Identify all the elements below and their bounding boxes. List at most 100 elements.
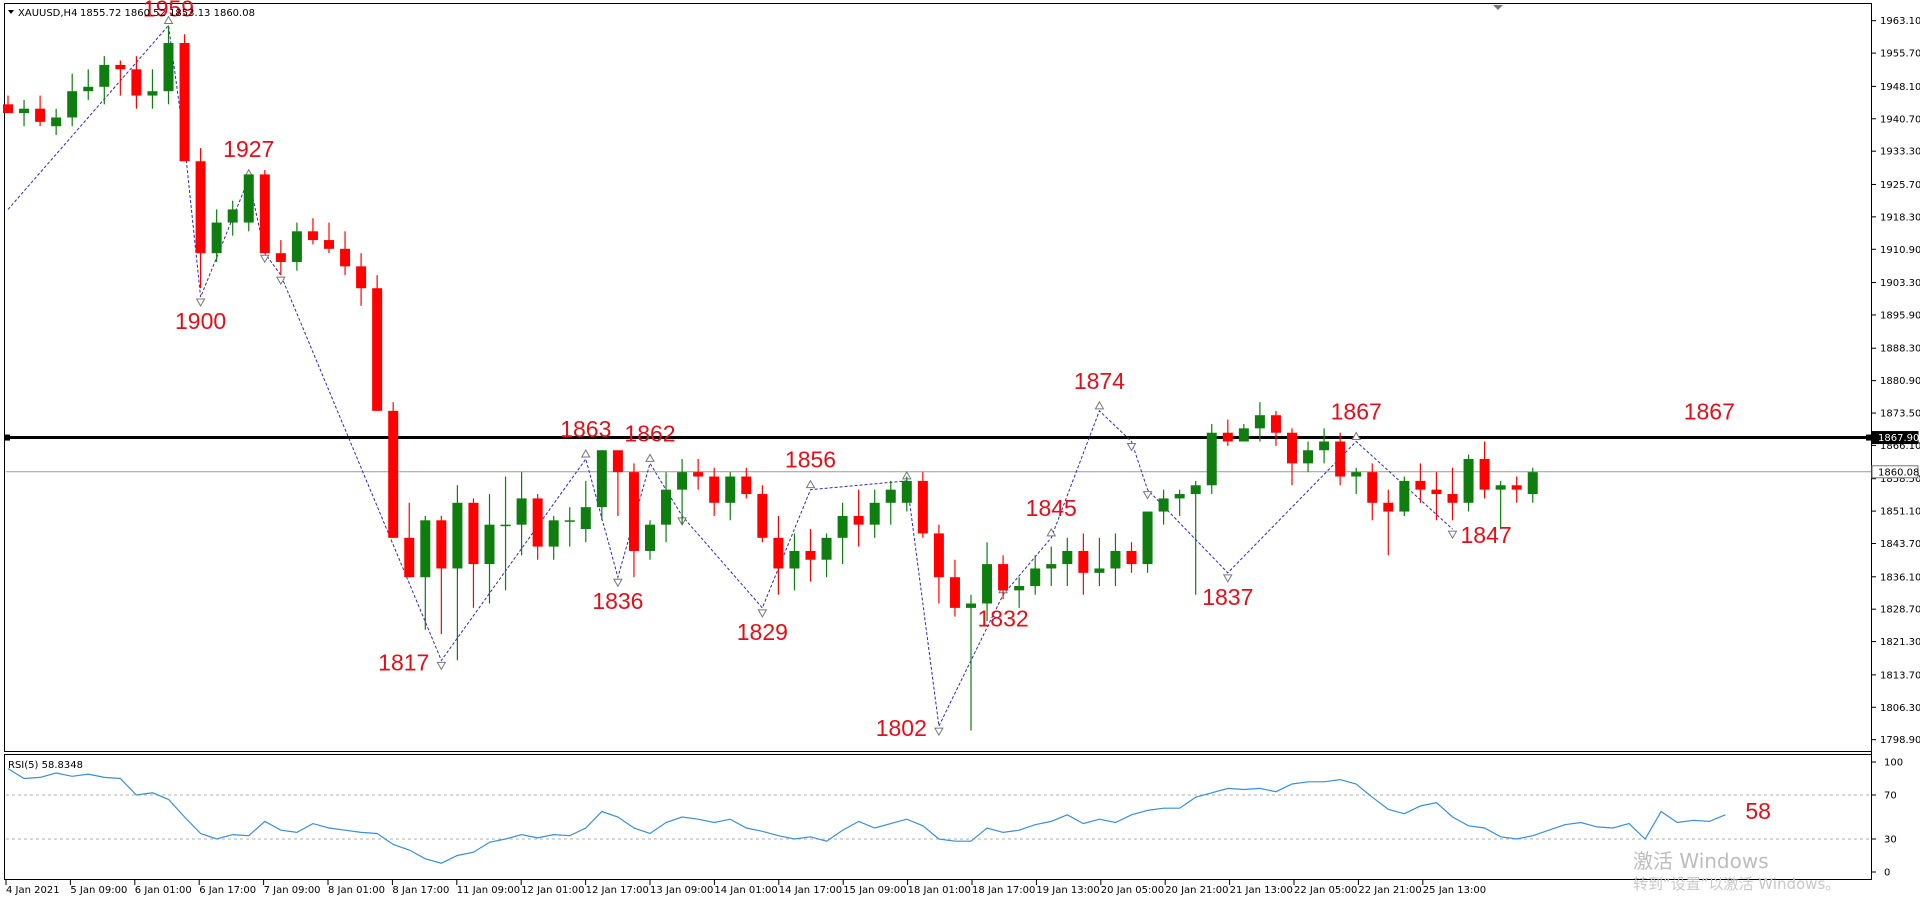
- bear-candle: [259, 174, 270, 254]
- rsi-tick-label: 70: [1884, 791, 1897, 802]
- bear-candle: [1222, 432, 1233, 442]
- y-tick-label: 1940.70: [1880, 114, 1920, 125]
- bull-candle: [869, 502, 880, 525]
- bear-candle: [1415, 480, 1426, 490]
- bull-candle: [211, 222, 222, 254]
- bull-candle: [580, 507, 591, 530]
- bear-candle: [1335, 441, 1346, 477]
- price-annotation: 1862: [624, 420, 675, 446]
- bull-candle: [67, 91, 78, 118]
- time-axis: 4 Jan 2021 5 Jan 09:00 6 Jan 01:00 6 Jan 17…: [5, 880, 1486, 896]
- y-tick-label: 1903.30: [1880, 278, 1920, 289]
- y-tick-label: 1955.70: [1880, 49, 1920, 60]
- x-tick-label: 20 Jan 21:00: [1165, 885, 1228, 896]
- swing-low-marker: [1142, 491, 1153, 500]
- price-annotations: 1959 1927 1900 1817 1863 1836 1862 1829 1856 1802…: [143, 0, 1735, 741]
- price-annotation: 1856: [785, 447, 836, 473]
- bear-candle: [275, 253, 286, 262]
- swing-low-marker: [259, 254, 270, 264]
- price-annotation: 1927: [223, 136, 274, 162]
- y-tick-label: 1836.10: [1880, 572, 1920, 583]
- bear-candle: [1383, 502, 1394, 512]
- bear-candle: [179, 43, 190, 162]
- price-panel-frame: [4, 3, 1872, 752]
- rsi-tick-label: 0: [1884, 868, 1890, 879]
- bull-candle: [1190, 485, 1201, 495]
- x-tick-label: 21 Jan 13:00: [1230, 885, 1293, 896]
- bull-candle: [500, 524, 511, 527]
- candlestick-series: [3, 25, 1538, 731]
- swing-low-marker: [757, 609, 768, 618]
- bear-candle: [949, 577, 960, 608]
- bull-candle: [1158, 498, 1169, 512]
- line-handle: [1866, 434, 1872, 441]
- bear-candle: [628, 472, 639, 551]
- x-tick-label: 7 Jan 09:00: [264, 885, 321, 896]
- y-tick-label: 1866.10: [1880, 441, 1920, 452]
- rsi-header-label: RSI(5) 58.8348: [8, 760, 83, 771]
- bull-candle: [982, 564, 993, 604]
- x-tick-label: 14 Jan 17:00: [779, 885, 842, 896]
- price-tag-label: 1867.90: [1878, 433, 1919, 444]
- bull-candle: [420, 520, 431, 578]
- bear-candle: [35, 108, 46, 122]
- swing-low-marker: [195, 298, 206, 308]
- bull-candle: [564, 520, 575, 522]
- line-handle: [4, 434, 10, 441]
- bull-candle: [51, 117, 62, 127]
- bull-candle: [725, 476, 736, 503]
- bull-candle: [227, 209, 238, 223]
- bull-candle: [789, 550, 800, 569]
- x-tick-label: 5 Jan 09:00: [70, 885, 127, 896]
- bull-candle: [1062, 550, 1073, 565]
- zigzag-line: [7, 24, 1453, 728]
- price-annotation: 1847: [1461, 522, 1512, 548]
- bear-candle: [1126, 550, 1137, 565]
- bear-candle: [404, 537, 415, 578]
- price-annotation: 1959: [143, 0, 194, 22]
- bull-candle: [645, 524, 655, 551]
- bull-candle: [901, 480, 912, 503]
- horizontal-levels[interactable]: 1867.90 1860.08: [4, 431, 1919, 479]
- swing-low-marker: [1126, 442, 1137, 452]
- bull-candle: [677, 472, 688, 490]
- rsi-tick-label: 100: [1884, 758, 1903, 769]
- y-tick-label: 1858.50: [1880, 474, 1920, 485]
- y-tick-label: 1948.10: [1880, 82, 1920, 93]
- swing-high-marker: [1094, 400, 1105, 410]
- swing-high-marker: [163, 15, 174, 25]
- symbol-label: XAUUSD,H4: [18, 8, 77, 19]
- price-annotation: 1867: [1684, 398, 1735, 424]
- bull-candle: [163, 43, 174, 92]
- price-annotation: 1845: [1026, 495, 1077, 521]
- bear-candle: [340, 248, 351, 267]
- chart-menu-triangle-icon[interactable]: [8, 10, 14, 14]
- bear-candle: [1431, 489, 1442, 495]
- swing-high-marker: [805, 479, 816, 489]
- bear-candle: [741, 476, 752, 495]
- x-tick-label: 12 Jan 17:00: [586, 885, 649, 896]
- x-tick-label: 4 Jan 2021: [6, 885, 60, 896]
- bull-candle: [83, 86, 94, 92]
- x-tick-label: 20 Jan 05:00: [1101, 885, 1164, 896]
- rsi-tick-label: 30: [1884, 835, 1897, 846]
- bull-candle: [516, 498, 527, 525]
- bull-candle: [1495, 485, 1506, 490]
- shift-marker-icon[interactable]: [1493, 5, 1503, 10]
- y-tick-label: 1925.70: [1880, 180, 1920, 191]
- x-tick-label: 19 Jan 13:00: [1036, 885, 1099, 896]
- y-tick-label: 1821.30: [1880, 637, 1920, 648]
- price-tag: [1871, 465, 1919, 479]
- bear-candle: [805, 550, 816, 560]
- bull-candle: [885, 489, 896, 503]
- y-tick-label: 1895.90: [1880, 310, 1920, 321]
- y-tick-label: 1910.90: [1880, 245, 1920, 256]
- x-tick-label: 12 Jan 01:00: [521, 885, 584, 896]
- bull-candle: [1206, 432, 1217, 486]
- bull-candle: [19, 108, 30, 114]
- watermark-line2: 转到“设置”以激活 Windows。: [1633, 875, 1840, 893]
- bull-candle: [1046, 564, 1057, 569]
- bull-candle: [548, 520, 559, 547]
- swing-low-marker: [436, 661, 447, 671]
